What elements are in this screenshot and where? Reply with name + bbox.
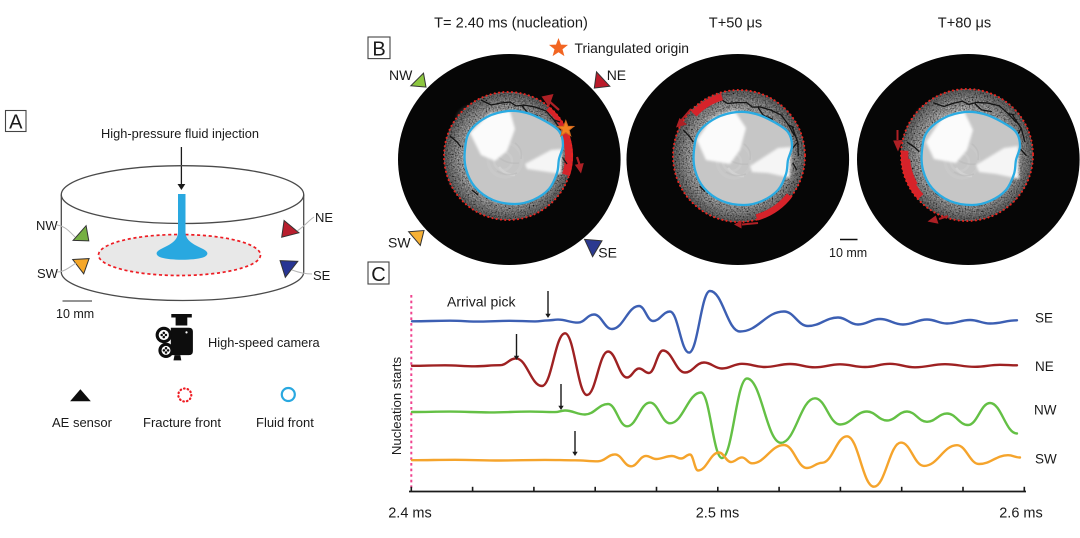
svg-text:Fluid front: Fluid front <box>256 415 314 430</box>
svg-text:2.4 ms: 2.4 ms <box>388 506 432 522</box>
svg-text:AE sensor: AE sensor <box>52 415 113 430</box>
svg-text:NW: NW <box>1034 403 1057 418</box>
svg-text:10 mm: 10 mm <box>829 246 867 260</box>
svg-text:T+80 μs: T+80 μs <box>938 16 991 32</box>
svg-text:10 mm: 10 mm <box>56 307 94 321</box>
svg-text:A: A <box>9 112 23 134</box>
svg-text:SW: SW <box>1035 452 1057 467</box>
svg-text:T= 2.40 ms (nucleation): T= 2.40 ms (nucleation) <box>434 16 588 32</box>
svg-text:NE: NE <box>315 210 333 225</box>
svg-text:NW: NW <box>389 67 413 83</box>
svg-text:Nucleation starts: Nucleation starts <box>389 356 404 455</box>
svg-text:NE: NE <box>607 67 626 83</box>
svg-text:NE: NE <box>1035 359 1054 374</box>
svg-text:2.5 ms: 2.5 ms <box>696 506 740 522</box>
svg-text:SW: SW <box>388 234 411 250</box>
svg-text:T+50 μs: T+50 μs <box>709 16 762 32</box>
svg-text:NW: NW <box>36 218 58 233</box>
svg-text:SE: SE <box>598 245 617 261</box>
svg-text:C: C <box>371 264 385 286</box>
svg-text:B: B <box>372 38 385 60</box>
svg-text:High-pressure fluid injection: High-pressure fluid injection <box>101 126 259 141</box>
svg-text:SE: SE <box>313 268 331 283</box>
svg-text:2.6 ms: 2.6 ms <box>999 506 1043 522</box>
svg-text:Triangulated origin: Triangulated origin <box>575 40 690 56</box>
svg-text:SE: SE <box>1035 311 1053 326</box>
svg-text:High-speed camera: High-speed camera <box>208 335 321 350</box>
svg-text:Arrival pick: Arrival pick <box>447 294 516 310</box>
svg-text:Fracture front: Fracture front <box>143 415 221 430</box>
svg-text:SW: SW <box>37 266 59 281</box>
